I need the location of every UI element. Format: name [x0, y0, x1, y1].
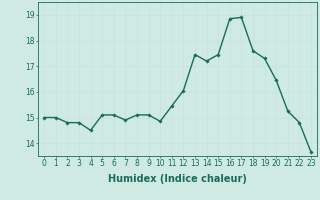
- X-axis label: Humidex (Indice chaleur): Humidex (Indice chaleur): [108, 174, 247, 184]
